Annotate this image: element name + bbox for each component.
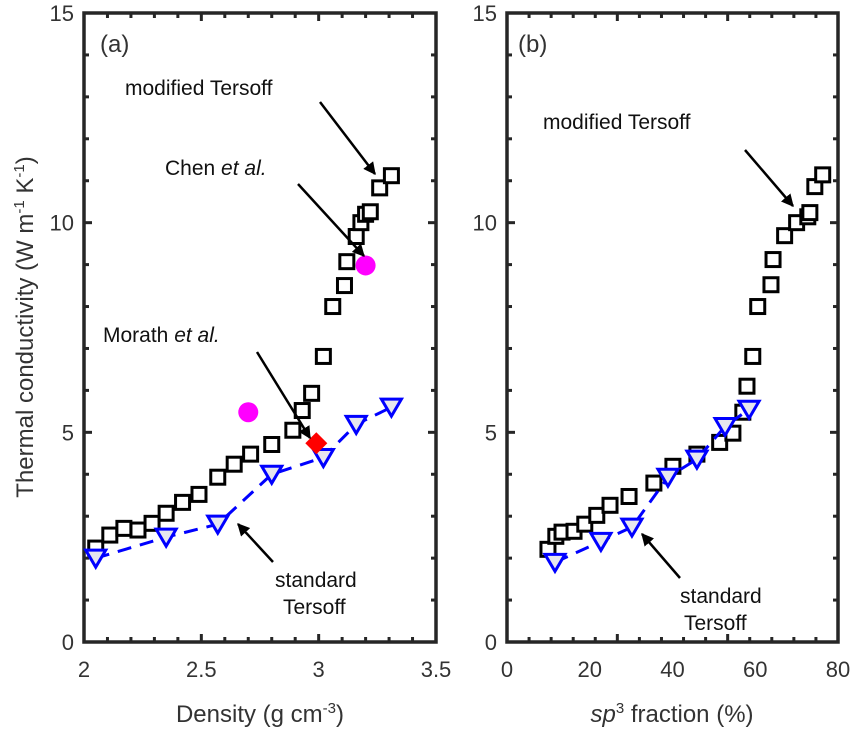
annotation-standard-tersoff-a: standard xyxy=(275,569,357,592)
arrow xyxy=(237,523,274,563)
circle-marker xyxy=(355,255,376,276)
square-marker xyxy=(744,347,762,365)
triangle-marker xyxy=(83,548,109,571)
x-tick-label: 20 xyxy=(578,657,602,682)
square-marker xyxy=(335,277,353,295)
x-tick-label: 2 xyxy=(78,657,90,682)
square-marker xyxy=(645,474,663,492)
axes-box xyxy=(82,11,438,644)
arrow xyxy=(319,101,376,175)
triangle-marker xyxy=(343,414,369,437)
triangle-marker xyxy=(259,464,285,487)
square-marker xyxy=(263,435,281,453)
arrow xyxy=(297,183,365,257)
square-marker xyxy=(242,445,260,463)
y-tick-label: 15 xyxy=(473,1,497,26)
square-marker xyxy=(738,377,756,395)
square-marker xyxy=(190,485,208,503)
square-marker xyxy=(129,521,147,539)
square-marker xyxy=(284,421,302,439)
square-marker xyxy=(776,227,794,245)
triangle-marker xyxy=(684,449,710,472)
square-marker xyxy=(764,251,782,269)
square-marker xyxy=(601,496,619,514)
square-marker xyxy=(174,493,192,511)
arrow xyxy=(255,351,312,440)
y-tick-label: 10 xyxy=(50,211,74,236)
panel-a: 2 2.5 3 3.5 0 5 10 15 xyxy=(50,1,452,682)
axes-box xyxy=(505,11,840,644)
annotation-modified-tersoff-a: modified Tersoff xyxy=(125,77,273,100)
triangle-marker xyxy=(712,416,738,439)
x-tick-label: 40 xyxy=(660,657,684,682)
panel-b: 0 20 40 60 80 0 5 10 15 xyxy=(473,1,851,682)
y-tick-label: 0 xyxy=(485,630,497,655)
x-axis-label-b: sp3 fraction (%) xyxy=(590,700,753,728)
triangle-marker xyxy=(655,467,681,490)
panel-label-a: (a) xyxy=(100,31,129,58)
annotation-standard-tersoff-b-2: Tersoff xyxy=(684,612,747,635)
annotation-morath: Morath et al. xyxy=(103,324,220,347)
x-axis-label-a: Density (g cm-3) xyxy=(176,700,344,728)
panel-label-b: (b) xyxy=(518,31,547,58)
square-marker xyxy=(209,468,227,486)
y-axis-label: Thermal conductivity (W m-1 K-1) xyxy=(11,156,39,497)
triangle-marker xyxy=(736,399,762,422)
square-marker xyxy=(814,166,832,184)
triangle-marker xyxy=(310,447,336,470)
square-marker xyxy=(749,298,767,316)
square-marker xyxy=(620,487,638,505)
x-tick-label: 2.5 xyxy=(186,657,217,682)
y-tick-label: 15 xyxy=(50,1,74,26)
x-tick-label: 3.5 xyxy=(421,657,452,682)
square-marker xyxy=(371,179,389,197)
diamond-marker xyxy=(305,432,328,455)
square-marker xyxy=(801,204,819,222)
square-marker xyxy=(762,276,780,294)
triangle-marker xyxy=(588,531,614,554)
square-marker xyxy=(157,504,175,522)
square-marker xyxy=(303,384,321,402)
triangle-marker xyxy=(153,527,179,550)
circle-marker xyxy=(238,402,259,423)
annotation-standard-tersoff-a-2: Tersoff xyxy=(283,596,346,619)
y-tick-label: 10 xyxy=(473,211,497,236)
triangle-marker xyxy=(205,514,231,537)
triangle-marker xyxy=(619,517,645,540)
triangle-marker xyxy=(542,552,568,575)
y-tick-label: 5 xyxy=(62,420,74,445)
annotation-standard-tersoff-b: standard xyxy=(680,585,762,608)
x-tick-label: 3 xyxy=(313,657,325,682)
square-marker xyxy=(115,519,133,537)
y-tick-label: 5 xyxy=(485,420,497,445)
triangle-marker xyxy=(378,397,405,420)
square-marker xyxy=(225,455,243,473)
square-marker xyxy=(361,203,379,221)
square-marker xyxy=(338,253,356,271)
annotation-modified-tersoff-b: modified Tersoff xyxy=(543,111,691,134)
annotation-chen: Chen et al. xyxy=(165,157,267,180)
square-marker xyxy=(314,347,332,365)
square-marker xyxy=(293,402,311,420)
x-tick-label: 0 xyxy=(501,657,513,682)
arrow xyxy=(641,533,681,579)
x-tick-label: 60 xyxy=(743,657,767,682)
arrow xyxy=(744,149,794,207)
square-marker xyxy=(588,506,606,524)
y-tick-label: 0 xyxy=(62,630,74,655)
x-tick-label: 80 xyxy=(826,657,850,682)
square-marker xyxy=(101,526,119,544)
square-marker xyxy=(324,298,342,316)
square-marker xyxy=(382,167,400,185)
square-marker xyxy=(143,514,161,532)
